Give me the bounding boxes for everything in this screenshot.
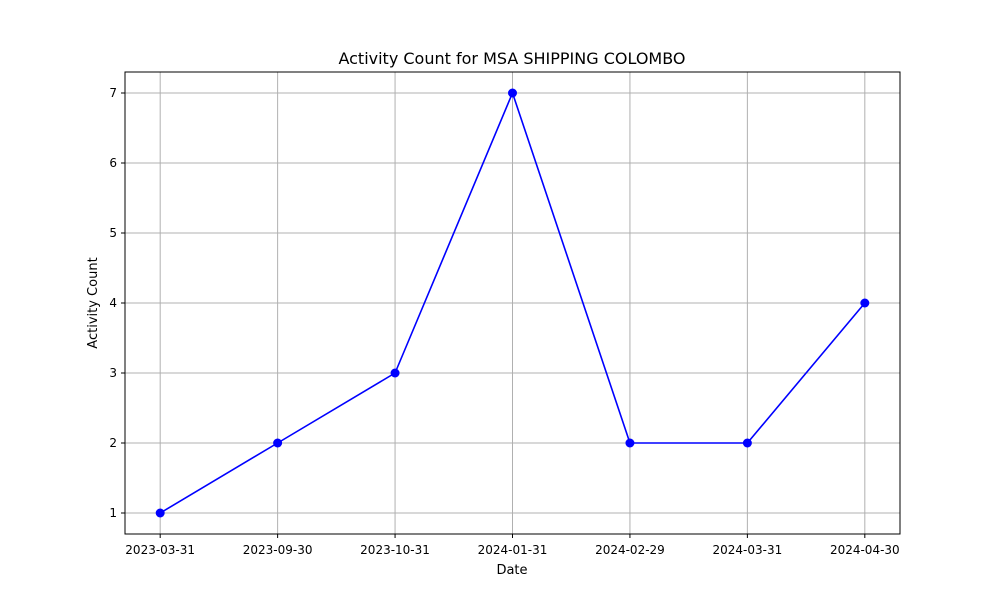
x-tick-label: 2024-02-29 <box>595 543 665 557</box>
data-point <box>390 368 400 378</box>
y-tick-label: 5 <box>109 226 117 240</box>
data-point <box>508 88 517 98</box>
x-tick-label: 2023-10-31 <box>360 543 430 557</box>
y-tick-label: 6 <box>109 156 117 170</box>
x-tick-label: 2023-09-30 <box>243 543 313 557</box>
y-tick-label: 1 <box>109 506 117 520</box>
y-tick-label: 2 <box>109 436 117 450</box>
series-layer <box>155 88 870 518</box>
y-tick-label: 3 <box>109 366 117 380</box>
x-tick-label: 2023-03-31 <box>125 543 195 557</box>
chart-title: Activity Count for MSA SHIPPING COLOMBO <box>338 49 685 68</box>
data-point <box>625 438 635 448</box>
y-axis-label: Activity Count <box>86 257 101 348</box>
data-point <box>273 438 283 448</box>
y-tick-label: 4 <box>109 296 117 310</box>
x-axis-label: Date <box>496 563 527 578</box>
data-point <box>742 438 752 448</box>
tick-layer: 2023-03-31 2023-09-30 2023-10-31 2024-01-31… <box>109 86 899 557</box>
data-point <box>860 298 870 308</box>
data-point <box>155 508 165 518</box>
y-tick-label: 7 <box>109 86 117 100</box>
x-tick-label: 2024-04-30 <box>830 543 900 557</box>
x-tick-label: 2024-01-31 <box>478 543 548 557</box>
x-tick-label: 2024-03-31 <box>713 543 783 557</box>
